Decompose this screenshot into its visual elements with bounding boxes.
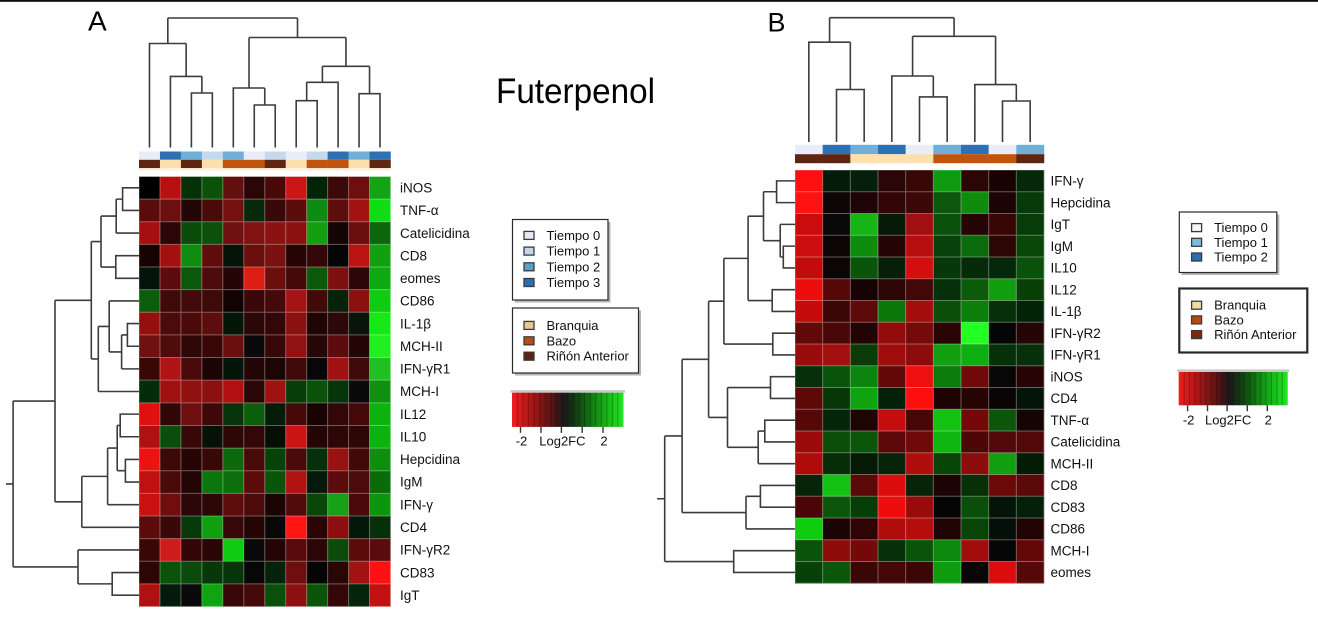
svg-text:Branquia: Branquia xyxy=(547,318,600,333)
svg-text:MCH-II: MCH-II xyxy=(1051,456,1094,471)
svg-text:Tiempo 1: Tiempo 1 xyxy=(547,244,601,259)
svg-text:IL12: IL12 xyxy=(400,407,426,422)
svg-text:IgT: IgT xyxy=(400,588,420,603)
svg-text:CD83: CD83 xyxy=(1051,500,1086,515)
svg-text:IgM: IgM xyxy=(400,475,423,490)
svg-text:Hepcidina: Hepcidina xyxy=(1051,195,1112,210)
svg-text:CD83: CD83 xyxy=(400,565,435,580)
svg-text:Tiempo 3: Tiempo 3 xyxy=(547,275,601,290)
svg-text:iNOS: iNOS xyxy=(400,181,432,196)
svg-text:CD86: CD86 xyxy=(400,294,435,309)
svg-text:IFN-γ: IFN-γ xyxy=(400,497,433,512)
svg-text:TNF-α: TNF-α xyxy=(1051,413,1090,428)
svg-text:eomes: eomes xyxy=(1051,565,1092,580)
svg-text:IFN-γ: IFN-γ xyxy=(1051,174,1084,189)
svg-text:-2: -2 xyxy=(516,434,528,449)
svg-text:IL12: IL12 xyxy=(1051,282,1077,297)
svg-text:IFN-γR1: IFN-γR1 xyxy=(400,362,450,377)
svg-text:A: A xyxy=(88,6,107,37)
svg-text:CD8: CD8 xyxy=(400,248,427,263)
svg-text:Log2FC: Log2FC xyxy=(539,434,585,449)
svg-text:Branquia: Branquia xyxy=(1214,298,1267,313)
svg-text:Tiempo 0: Tiempo 0 xyxy=(1214,220,1268,235)
svg-text:IL-1β: IL-1β xyxy=(400,316,431,331)
svg-text:IL-1β: IL-1β xyxy=(1051,304,1082,319)
svg-text:IgM: IgM xyxy=(1051,239,1074,254)
svg-text:2: 2 xyxy=(1265,413,1272,428)
svg-text:2: 2 xyxy=(600,434,607,449)
svg-text:IFN-γR1: IFN-γR1 xyxy=(1051,348,1101,363)
svg-text:Catelicidina: Catelicidina xyxy=(400,226,470,241)
svg-text:iNOS: iNOS xyxy=(1051,369,1083,384)
svg-text:Futerpenol: Futerpenol xyxy=(496,72,655,111)
svg-text:IFN-γR2: IFN-γR2 xyxy=(400,543,450,558)
svg-text:Tiempo 2: Tiempo 2 xyxy=(547,259,601,274)
svg-text:IL10: IL10 xyxy=(400,429,426,444)
svg-text:CD4: CD4 xyxy=(400,520,427,535)
svg-text:eomes: eomes xyxy=(400,271,441,286)
svg-text:CD8: CD8 xyxy=(1051,478,1078,493)
svg-text:Riñón Anterior: Riñón Anterior xyxy=(547,349,630,364)
svg-text:MCH-I: MCH-I xyxy=(1051,543,1090,558)
svg-text:Log2FC: Log2FC xyxy=(1205,413,1251,428)
svg-text:Bazo: Bazo xyxy=(1214,312,1244,327)
svg-text:CD4: CD4 xyxy=(1051,391,1078,406)
svg-text:Tiempo 1: Tiempo 1 xyxy=(1214,235,1268,250)
svg-text:B: B xyxy=(768,8,786,38)
svg-text:Catelicidina: Catelicidina xyxy=(1051,435,1121,450)
svg-text:-2: -2 xyxy=(1183,413,1195,428)
svg-text:Tiempo 0: Tiempo 0 xyxy=(547,228,601,243)
svg-text:IL10: IL10 xyxy=(1051,261,1077,276)
svg-text:CD86: CD86 xyxy=(1051,522,1086,537)
svg-text:IgT: IgT xyxy=(1051,217,1071,232)
svg-text:TNF-α: TNF-α xyxy=(400,203,439,218)
svg-text:Riñón Anterior: Riñón Anterior xyxy=(1214,327,1297,342)
svg-text:IFN-γR2: IFN-γR2 xyxy=(1051,326,1101,341)
svg-text:Hepcidina: Hepcidina xyxy=(400,452,461,467)
svg-text:MCH-I: MCH-I xyxy=(400,384,439,399)
svg-text:Tiempo 2: Tiempo 2 xyxy=(1214,250,1268,265)
svg-text:Bazo: Bazo xyxy=(547,333,577,348)
svg-text:MCH-II: MCH-II xyxy=(400,339,443,354)
